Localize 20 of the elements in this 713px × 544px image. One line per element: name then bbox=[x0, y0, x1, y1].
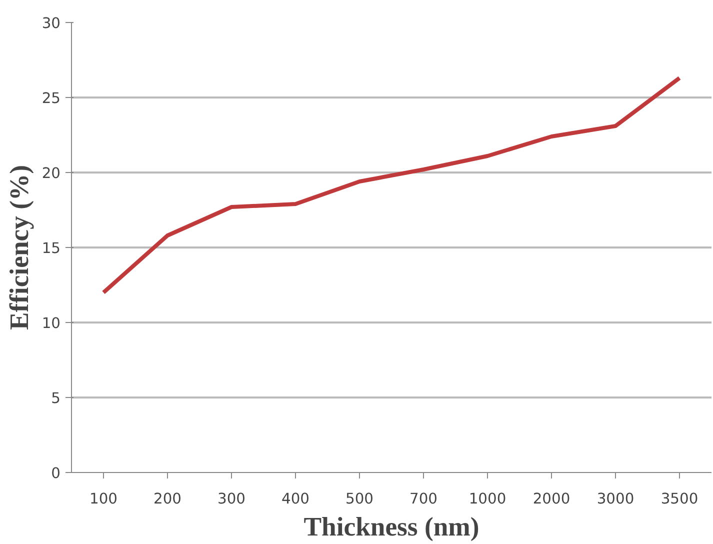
x-tick-label: 200 bbox=[154, 490, 182, 508]
y-axis-title: Efficiency (%) bbox=[4, 164, 34, 330]
y-tick-label: 10 bbox=[42, 315, 61, 332]
y-tick-label: 0 bbox=[51, 465, 61, 482]
x-tick-label: 500 bbox=[346, 490, 374, 508]
y-tick-label: 20 bbox=[42, 165, 61, 182]
y-tick-label: 15 bbox=[42, 240, 61, 257]
x-tick-label: 3500 bbox=[660, 490, 698, 508]
y-tick-label: 25 bbox=[42, 90, 61, 107]
x-tick-label: 700 bbox=[410, 490, 438, 508]
line-series bbox=[102, 76, 682, 294]
y-tick-label: 30 bbox=[42, 15, 61, 32]
y-tick-label: 5 bbox=[51, 390, 61, 407]
x-tick-label: 300 bbox=[218, 490, 246, 508]
x-tick-label: 100 bbox=[90, 490, 118, 508]
x-tick-label: 3000 bbox=[596, 490, 634, 508]
x-tick-label: 2000 bbox=[532, 490, 570, 508]
x-axis-title: Thickness (nm) bbox=[304, 512, 480, 542]
x-tick-label: 1000 bbox=[468, 490, 506, 508]
x-tick-label: 400 bbox=[282, 490, 310, 508]
